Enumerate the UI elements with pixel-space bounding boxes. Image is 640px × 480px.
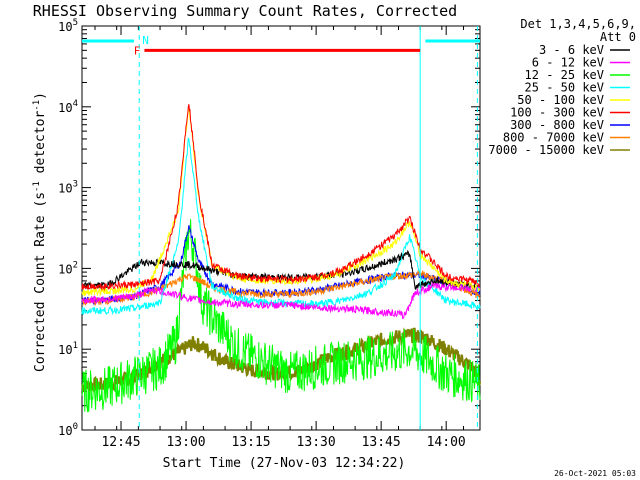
flare-label: F [134,44,141,57]
legend-entry-label: 25 - 50 keV [525,81,604,95]
series-line [81,104,480,292]
legend-entry-label: 300 - 800 keV [510,118,604,132]
y-tick-exponent: 5 [73,18,78,28]
y-tick-base: 10 [58,20,72,34]
night-label: N [142,34,149,47]
legend-entry-label: 7000 - 15000 keV [488,143,604,157]
y-axis-label-sup1: -1 [32,181,42,192]
y-tick-exponent: 2 [73,260,78,270]
x-tick-label: 13:30 [297,435,336,450]
x-tick-label: 13:45 [362,435,401,450]
series-line [81,270,481,307]
y-axis-label-end: ) [33,92,48,100]
y-axis-label-mid: detector [33,111,48,182]
legend-entry-label: 800 - 7000 keV [503,131,604,145]
y-tick-base: 10 [58,343,72,357]
legend-entry-label: 12 - 25 keV [525,68,604,82]
y-tick-label: 105 [58,18,78,34]
series-line [81,219,481,413]
y-tick-base: 10 [58,182,72,196]
y-tick-exponent: 3 [73,180,78,190]
y-axis-label-main: Corrected Count Rate (s [33,192,48,372]
y-tick-base: 10 [58,101,72,115]
x-tick-label: 12:45 [101,435,140,450]
y-axis-label: Corrected Count Rate (s-1 detector-1) [32,92,48,372]
x-tick-label: 14:00 [427,435,466,450]
legend-entry-label: 6 - 12 keV [532,56,604,70]
y-tick-exponent: 0 [73,422,78,432]
legend-header-line-1: Det 1,3,4,5,6,9, [520,17,636,31]
x-tick-label: 13:00 [166,435,205,450]
y-tick-label: 101 [58,341,78,357]
y-tick-base: 10 [58,424,72,438]
chart-title: RHESSI Observing Summary Count Rates, Co… [33,2,457,20]
y-tick-label: 103 [58,180,78,196]
y-axis-label-sup2: -1 [32,100,42,111]
y-tick-label: 102 [58,260,78,276]
y-tick-label: 100 [58,422,78,438]
x-axis-label: Start Time (27-Nov-03 12:34:22) [163,456,406,471]
y-tick-exponent: 4 [73,99,78,109]
y-tick-exponent: 1 [73,341,78,351]
plot-frame [81,25,481,431]
legend-entry-label: 100 - 300 keV [510,106,604,120]
y-tick-base: 10 [58,262,72,276]
y-tick-label: 104 [58,99,78,115]
series-line [81,281,481,320]
footer-timestamp: 26-Oct-2021 05:03 [554,469,636,478]
legend-entry-label: 3 - 6 keV [539,43,604,57]
legend-entry-label: 50 - 100 keV [517,93,604,107]
legend-header-line-2: Att 0 [600,30,636,44]
x-tick-label: 13:15 [232,435,271,450]
